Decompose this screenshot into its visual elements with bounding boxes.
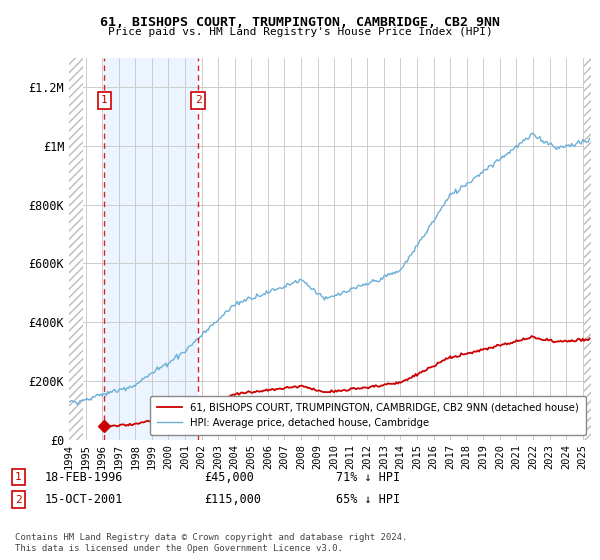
Text: £45,000: £45,000: [204, 470, 254, 484]
Text: 15-OCT-2001: 15-OCT-2001: [45, 493, 124, 506]
HPI: Average price, detached house, Cambridge: (2.03e+03, 1.02e+06): Average price, detached house, Cambridge…: [586, 135, 593, 142]
Text: 18-FEB-1996: 18-FEB-1996: [45, 470, 124, 484]
HPI: Average price, detached house, Cambridge: (2.01e+03, 5.63e+05): Average price, detached house, Cambridge…: [389, 271, 396, 278]
Text: £115,000: £115,000: [204, 493, 261, 506]
61, BISHOPS COURT, TRUMPINGTON, CAMBRIDGE, CB2 9NN (detached house): [304, 385, 311, 391]
Text: 65% ↓ HPI: 65% ↓ HPI: [336, 493, 400, 506]
Line: 61, BISHOPS COURT, TRUMPINGTON, CAMBRIDGE, CB2 9NN (detached house): 61, BISHOPS COURT, TRUMPINGTON, CAMBRIDG…: [105, 336, 590, 427]
Text: 2: 2: [195, 95, 202, 105]
Text: 1: 1: [101, 95, 107, 105]
Line: HPI: Average price, detached house, Cambridge: HPI: Average price, detached house, Camb…: [69, 133, 590, 404]
Bar: [104, 58, 198, 440]
61, BISHOPS COURT, TRUMPINGTON, CAMBRIDGE, CB2 9NN (detached house): [574, 336, 581, 343]
HPI: Average price, detached house, Cambridge: (1.99e+03, 1.28e+05): Average price, detached house, Cambridge…: [65, 399, 73, 405]
61, BISHOPS COURT, TRUMPINGTON, CAMBRIDGE, CB2 9NN (detached house): [101, 422, 109, 429]
61, BISHOPS COURT, TRUMPINGTON, CAMBRIDGE, CB2 9NN (detached house): [202, 399, 209, 406]
HPI: Average price, detached house, Cambridge: (2e+03, 1.4e+05): Average price, detached house, Cambridge…: [83, 395, 91, 402]
Text: 1: 1: [15, 472, 22, 482]
61, BISHOPS COURT, TRUMPINGTON, CAMBRIDGE, CB2 9NN (detached house): [528, 333, 535, 339]
61, BISHOPS COURT, TRUMPINGTON, CAMBRIDGE, CB2 9NN (detached house): [106, 424, 113, 431]
HPI: Average price, detached house, Cambridge: (2.01e+03, 5.12e+05): Average price, detached house, Cambridge…: [272, 286, 280, 292]
61, BISHOPS COURT, TRUMPINGTON, CAMBRIDGE, CB2 9NN (detached house): [586, 335, 593, 342]
Text: Contains HM Land Registry data © Crown copyright and database right 2024.
This d: Contains HM Land Registry data © Crown c…: [15, 533, 407, 553]
61, BISHOPS COURT, TRUMPINGTON, CAMBRIDGE, CB2 9NN (detached house): [295, 384, 302, 391]
Text: 61, BISHOPS COURT, TRUMPINGTON, CAMBRIDGE, CB2 9NN: 61, BISHOPS COURT, TRUMPINGTON, CAMBRIDG…: [100, 16, 500, 29]
Text: 71% ↓ HPI: 71% ↓ HPI: [336, 470, 400, 484]
61, BISHOPS COURT, TRUMPINGTON, CAMBRIDGE, CB2 9NN (detached house): [205, 399, 212, 406]
Text: 2: 2: [15, 494, 22, 505]
Text: Price paid vs. HM Land Registry's House Price Index (HPI): Price paid vs. HM Land Registry's House …: [107, 27, 493, 37]
HPI: Average price, detached house, Cambridge: (2.02e+03, 1.04e+06): Average price, detached house, Cambridge…: [528, 130, 535, 137]
HPI: Average price, detached house, Cambridge: (2.01e+03, 5.22e+05): Average price, detached house, Cambridge…: [354, 283, 361, 290]
Bar: [69, 58, 83, 440]
HPI: Average price, detached house, Cambridge: (2.02e+03, 1e+06): Average price, detached house, Cambridge…: [564, 142, 571, 149]
61, BISHOPS COURT, TRUMPINGTON, CAMBRIDGE, CB2 9NN (detached house): [148, 417, 155, 424]
HPI: Average price, detached house, Cambridge: (2.02e+03, 1e+06): Average price, detached house, Cambridge…: [569, 142, 577, 148]
Bar: [584, 58, 591, 440]
Legend: 61, BISHOPS COURT, TRUMPINGTON, CAMBRIDGE, CB2 9NN (detached house), HPI: Averag: 61, BISHOPS COURT, TRUMPINGTON, CAMBRIDG…: [150, 395, 586, 435]
HPI: Average price, detached house, Cambridge: (1.99e+03, 1.19e+05): Average price, detached house, Cambridge…: [74, 401, 81, 408]
